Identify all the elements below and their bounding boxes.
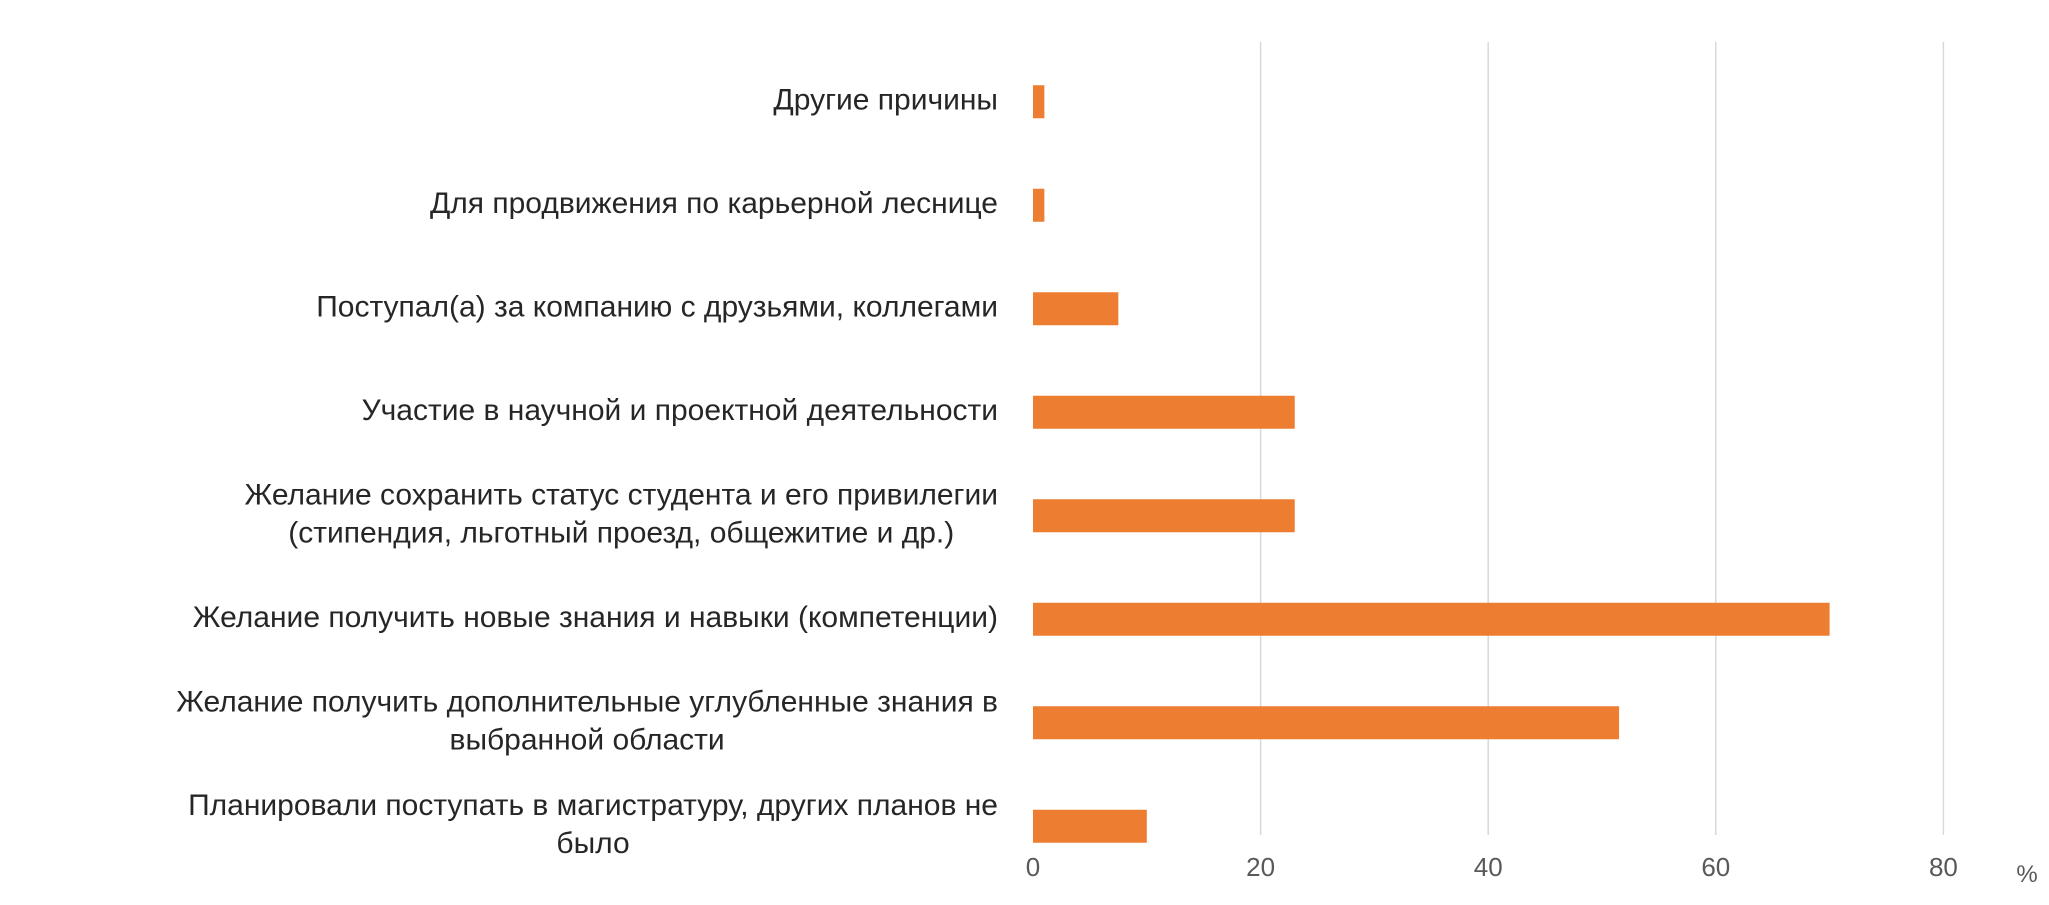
grid-lines [1259, 42, 1945, 835]
bar [1033, 85, 1045, 119]
category-label: Другие причины [773, 84, 998, 117]
category-label: выбранной области [450, 724, 725, 757]
bar [1033, 809, 1147, 843]
category-label: Желание сохранить статус студента и его … [244, 479, 998, 512]
bar [1033, 602, 1830, 636]
bar [1033, 292, 1119, 326]
category-label: (стипендия, льготный проезд, общежитие и… [288, 517, 954, 550]
category-label: Желание получить новые знания и навыки (… [193, 601, 998, 634]
category-label: Для продвижения по карьерной леснице [430, 187, 998, 220]
bars [1033, 85, 1830, 843]
category-labels: Другие причины Для продвижения по карьерн… [176, 84, 998, 861]
x-tick-label: 80 [1929, 852, 1958, 882]
x-tick-label: 0 [1026, 852, 1040, 882]
x-tick-label: 20 [1246, 852, 1275, 882]
x-tick-label: 60 [1701, 852, 1730, 882]
category-label: Поступал(а) за компанию с друзьями, колл… [316, 291, 998, 324]
category-label: было [556, 827, 629, 860]
x-tick-labels: 0 20 40 60 80 [1026, 852, 1958, 882]
category-label: Планировали поступать в магистратуру, др… [188, 789, 998, 822]
category-label: Желание получить дополнительные углублен… [176, 686, 998, 719]
category-label: Участие в научной и проектной деятельнос… [362, 394, 998, 427]
bar [1033, 706, 1620, 740]
x-axis-unit-label: % [2016, 861, 2037, 888]
bar [1033, 188, 1045, 222]
bar [1033, 499, 1295, 533]
bar [1033, 395, 1295, 429]
x-tick-label: 40 [1474, 852, 1503, 882]
